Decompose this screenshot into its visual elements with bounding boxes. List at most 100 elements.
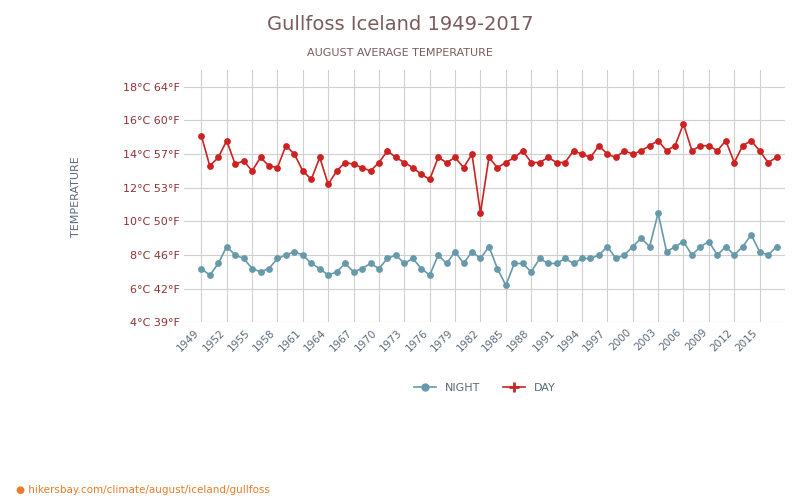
Point [356, 264, 369, 272]
Point [550, 260, 563, 268]
Point [736, 242, 749, 250]
Point [542, 260, 554, 268]
Point [423, 176, 436, 184]
Point [220, 136, 233, 144]
Point [347, 160, 360, 168]
Point [305, 260, 318, 268]
Point [618, 147, 630, 155]
Point [262, 264, 275, 272]
Point [279, 251, 292, 259]
Point [457, 164, 470, 172]
Point [643, 142, 656, 150]
Point [330, 268, 343, 276]
Point [593, 251, 606, 259]
Point [491, 164, 504, 172]
Point [643, 242, 656, 250]
Point [390, 251, 402, 259]
Point [610, 254, 622, 262]
Point [314, 264, 326, 272]
Point [373, 264, 386, 272]
Point [584, 254, 597, 262]
Text: Gullfoss Iceland 1949-2017: Gullfoss Iceland 1949-2017 [266, 15, 534, 34]
Point [466, 248, 478, 256]
Point [516, 147, 529, 155]
Point [558, 158, 571, 166]
Text: ● hikersbay.com/climate/august/iceland/gullfoss: ● hikersbay.com/climate/august/iceland/g… [16, 485, 270, 495]
Point [254, 154, 267, 162]
Point [406, 254, 419, 262]
Point [719, 242, 732, 250]
Point [550, 158, 563, 166]
Point [762, 251, 774, 259]
Point [745, 136, 758, 144]
Point [440, 260, 453, 268]
Point [534, 158, 546, 166]
Point [288, 248, 301, 256]
Point [491, 264, 504, 272]
Point [499, 158, 512, 166]
Point [297, 167, 310, 175]
Point [584, 154, 597, 162]
Point [499, 282, 512, 290]
Point [314, 154, 326, 162]
Point [652, 136, 665, 144]
Point [322, 271, 334, 279]
Point [719, 136, 732, 144]
Point [238, 254, 250, 262]
Point [279, 142, 292, 150]
Point [754, 147, 766, 155]
Point [288, 150, 301, 158]
Point [423, 271, 436, 279]
Point [694, 242, 707, 250]
Point [195, 264, 208, 272]
Point [229, 251, 242, 259]
Point [652, 209, 665, 217]
Point [567, 147, 580, 155]
Point [356, 164, 369, 172]
Point [711, 251, 724, 259]
Point [474, 209, 487, 217]
Point [686, 251, 698, 259]
Point [508, 154, 521, 162]
Point [440, 158, 453, 166]
Point [364, 260, 377, 268]
Point [669, 142, 682, 150]
Point [246, 167, 258, 175]
Point [575, 254, 588, 262]
Point [728, 251, 741, 259]
Point [626, 242, 639, 250]
Point [770, 154, 783, 162]
Point [745, 231, 758, 239]
Point [542, 154, 554, 162]
Point [271, 254, 284, 262]
Point [593, 142, 606, 150]
Point [482, 242, 495, 250]
Point [246, 264, 258, 272]
Point [474, 254, 487, 262]
Point [558, 254, 571, 262]
Point [525, 268, 538, 276]
Point [220, 242, 233, 250]
Point [381, 147, 394, 155]
Point [203, 162, 216, 170]
Point [254, 268, 267, 276]
Point [702, 142, 715, 150]
Point [601, 242, 614, 250]
Point [702, 238, 715, 246]
Point [432, 251, 445, 259]
Point [728, 158, 741, 166]
Point [203, 271, 216, 279]
Point [534, 254, 546, 262]
Point [754, 248, 766, 256]
Point [466, 150, 478, 158]
Point [238, 157, 250, 165]
Legend: NIGHT, DAY: NIGHT, DAY [410, 378, 560, 398]
Point [660, 248, 673, 256]
Point [338, 158, 351, 166]
Point [364, 167, 377, 175]
Point [626, 150, 639, 158]
Point [525, 158, 538, 166]
Text: AUGUST AVERAGE TEMPERATURE: AUGUST AVERAGE TEMPERATURE [307, 48, 493, 58]
Point [618, 251, 630, 259]
Point [398, 158, 410, 166]
